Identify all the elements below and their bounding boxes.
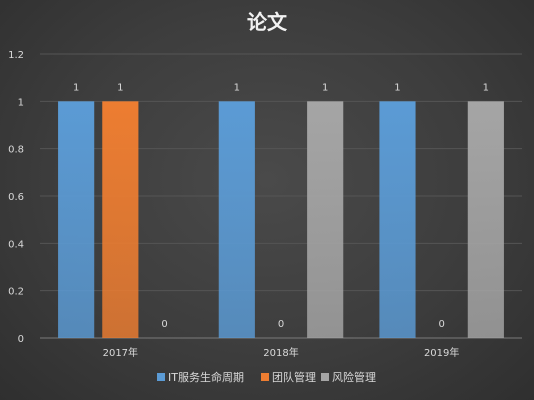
chart-title: 论文 (247, 10, 288, 34)
y-tick-label: 0.8 (8, 145, 24, 156)
y-tick-label: 1.2 (8, 50, 24, 61)
x-category-label: 2017年 (103, 346, 138, 359)
y-tick-label: 1 (18, 97, 24, 108)
bars (58, 101, 504, 338)
data-label-风险管理-2017年: 0 (161, 319, 167, 330)
bar-IT服务生命周期-2018年 (218, 101, 255, 338)
legend-swatch-风险管理 (321, 373, 329, 381)
y-tick-label: 0.6 (8, 192, 24, 203)
bar-IT服务生命周期-2019年 (379, 101, 416, 338)
x-category-label: 2018年 (263, 346, 298, 359)
y-tick-label: 0.2 (8, 287, 24, 298)
legend-swatch-IT服务生命周期 (157, 373, 165, 381)
data-labels: 1 1 0 1 0 1 1 0 1 (73, 82, 489, 330)
data-label-IT服务生命周期-2019年: 1 (394, 82, 400, 93)
data-label-团队管理-2018年: 0 (278, 319, 284, 330)
legend-swatch-团队管理 (261, 373, 269, 381)
data-label-风险管理-2019年: 1 (483, 82, 489, 93)
data-label-IT服务生命周期-2018年: 1 (234, 82, 240, 93)
data-label-风险管理-2018年: 1 (322, 82, 328, 93)
bar-风险管理-2018年 (307, 101, 344, 338)
bar-风险管理-2019年 (467, 101, 504, 338)
y-tick-label: 0.4 (8, 239, 24, 250)
legend-label-IT服务生命周期: IT服务生命周期 (168, 370, 244, 384)
bar-IT服务生命周期-2017年 (58, 101, 95, 338)
bar-团队管理-2017年 (102, 101, 139, 338)
data-label-团队管理-2017年: 1 (117, 82, 123, 93)
x-category-label: 2019年 (424, 346, 459, 359)
legend: IT服务生命周期 团队管理 风险管理 (157, 370, 376, 384)
y-tick-label: 0 (18, 334, 24, 345)
y-axis-ticks: 0 0.2 0.4 0.6 0.8 1 1.2 (8, 50, 24, 345)
data-label-团队管理-2019年: 0 (438, 319, 444, 330)
legend-label-风险管理: 风险管理 (332, 370, 376, 384)
x-axis-categories: 2017年 2018年 2019年 (103, 346, 460, 359)
legend-label-团队管理: 团队管理 (272, 370, 316, 384)
data-label-IT服务生命周期-2017年: 1 (73, 82, 79, 93)
